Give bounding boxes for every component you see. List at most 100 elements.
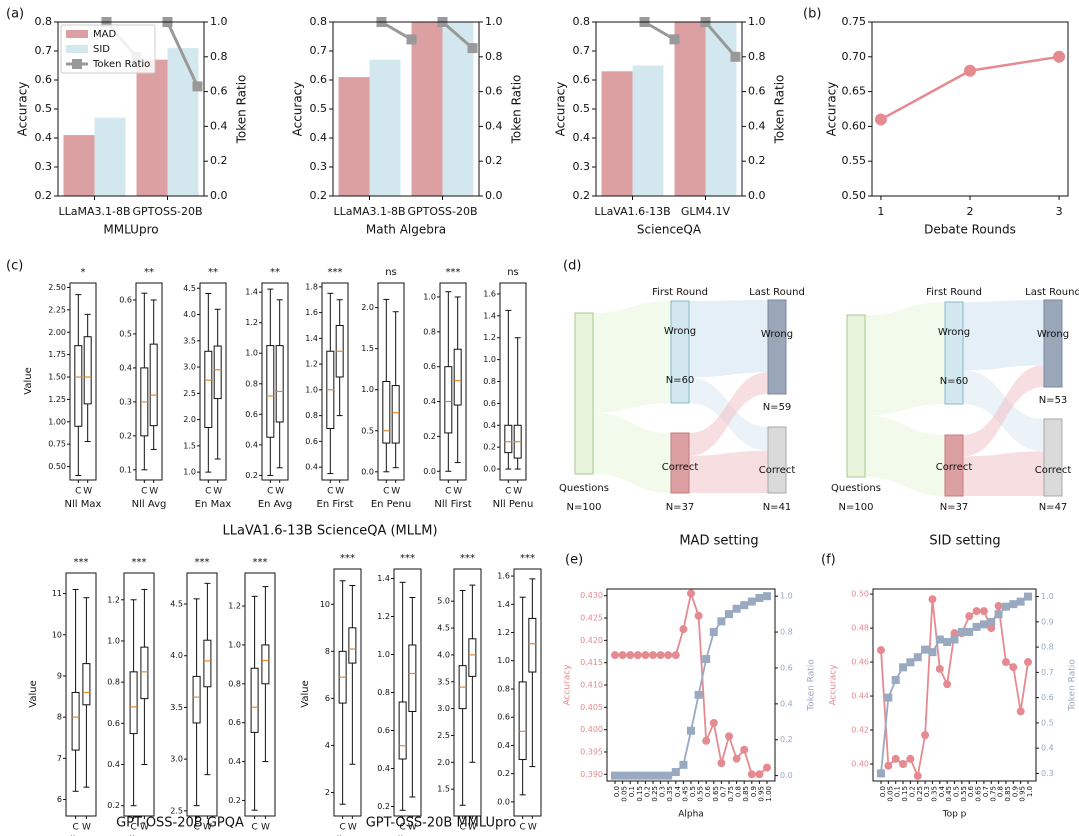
ratio-point — [913, 653, 922, 662]
y-tick-label: 1.5 — [437, 785, 450, 794]
last-wrong-label: Wrong — [761, 329, 793, 340]
significance-label: *** — [400, 553, 415, 564]
y-tick-label: 7 — [57, 754, 62, 763]
box-body — [408, 644, 417, 712]
ratio-point — [664, 771, 673, 780]
y-tick-label: 8 — [325, 647, 330, 656]
box-body — [275, 345, 284, 423]
ratio-point — [935, 635, 944, 644]
x-tick-label: 0.25 — [916, 786, 924, 802]
bar-sid — [632, 65, 664, 196]
y-tick-label: 11 — [52, 589, 62, 598]
y2-tick-label: 0.2 — [485, 154, 503, 167]
x-tick-label: C — [75, 487, 81, 497]
node-first-wrong — [944, 301, 964, 405]
accuracy-point — [671, 651, 680, 660]
y-tick-label: 0.0 — [361, 467, 374, 476]
box-body — [203, 639, 212, 688]
accuracy-point — [633, 651, 642, 660]
axes-frame-f — [872, 588, 1037, 782]
y-tick-label: 0.0 — [483, 465, 496, 474]
y-tick-label: 0.4 — [119, 363, 132, 372]
significance-label: *** — [520, 553, 535, 564]
y-axis-label: Value — [300, 680, 311, 707]
y-tick-label: 2 — [325, 788, 330, 797]
x-tick-label: 0.85 — [1004, 786, 1012, 802]
x-tick-label: GPTOSS-20B — [407, 205, 477, 218]
y2-tick-label: 0.0 — [485, 189, 503, 202]
accuracy-point — [747, 770, 756, 779]
y-tick-label: 2.00 — [48, 328, 66, 337]
box-body — [213, 345, 222, 400]
box-frame — [135, 282, 163, 481]
x-tick-label: 0.55 — [960, 786, 968, 802]
y2-tick-label: 1.0 — [748, 15, 766, 28]
y-tick-label: 6 — [325, 694, 330, 703]
chart-title: MMLUpro — [103, 223, 158, 237]
x-tick-label: W — [203, 823, 212, 833]
y-tick-label: 0.5 — [119, 329, 132, 338]
x-tick-label: 2 — [967, 205, 974, 218]
y-tick-label: 0.6 — [310, 73, 328, 86]
accuracy-point — [755, 770, 764, 779]
node-first-wrong — [670, 300, 690, 404]
y2-tick-label: 1.0 — [485, 15, 503, 28]
y-tick-label: 0.40 — [851, 760, 869, 769]
box-body — [398, 701, 407, 760]
ratio-marker — [192, 81, 203, 92]
y-tick-label: 0.8 — [310, 15, 328, 28]
x-tick-label: 0.45 — [945, 786, 953, 802]
ratio-point — [906, 658, 915, 667]
y-tick-label: 1.0 — [497, 656, 510, 665]
node-last-correct — [767, 426, 787, 494]
y-tick-label: 1.25 — [48, 395, 66, 404]
ratio-point — [979, 620, 988, 629]
last-round-label: Last Round — [749, 287, 805, 298]
ratio-point — [972, 622, 981, 631]
flow-correct-correct — [689, 450, 768, 493]
ratio-line — [166, 21, 199, 88]
significance-label: *** — [74, 557, 89, 568]
y-axis-label: Accuracy — [291, 82, 305, 137]
x-tick-label: C — [205, 487, 211, 497]
y-axis-label: Accuracy — [829, 664, 839, 706]
box-body — [528, 617, 537, 673]
y-tick-label: 0.2 — [119, 431, 132, 440]
accuracy-point — [611, 651, 619, 660]
y-tick-label: 0.4 — [228, 757, 241, 766]
x-tick-label: W — [82, 823, 91, 833]
x-tick-label: LLaVA1.6-13B — [594, 205, 670, 218]
x-tick-label: 0.2 — [908, 786, 916, 797]
first-correct-n: N=37 — [666, 502, 695, 513]
x-tick-label: GLM4.1V — [681, 205, 731, 218]
node-first-correct — [944, 434, 964, 497]
y-tick-label: 0.6 — [35, 73, 53, 86]
y-tick-label: 2.5 — [183, 389, 196, 398]
flow-questions-wrong — [865, 302, 945, 416]
legend-label-ratio: Token Ratio — [92, 59, 150, 70]
x-axis-label: Top p — [942, 810, 967, 820]
accuracy-point — [725, 732, 733, 741]
questions-label: Questions — [831, 483, 881, 494]
accuracy-point — [649, 651, 657, 660]
y-tick-label: 0.2 — [423, 432, 436, 441]
box-frame — [499, 282, 527, 481]
x-tick-label: W — [528, 823, 537, 833]
x-tick-label: 0.6 — [704, 785, 712, 797]
y-tick-label: 0.5 — [573, 102, 591, 115]
last-wrong-label: Wrong — [1037, 329, 1069, 340]
x-axis-label: Alpha — [678, 810, 704, 820]
box-frame — [65, 572, 97, 817]
y2-tick-label: 1.0 — [1041, 592, 1054, 601]
y-tick-label: 0.8 — [35, 15, 53, 28]
y-tick-label: 1.5 — [361, 344, 374, 353]
ratio-point — [891, 675, 900, 684]
y-tick-label: 2.5 — [170, 806, 183, 815]
y-tick-label: 1.4 — [377, 574, 390, 583]
x-tick-label: C — [445, 487, 451, 497]
legend-swatch-sid — [66, 45, 88, 53]
accuracy-point — [618, 651, 627, 660]
x-tick-label: C — [327, 487, 333, 497]
x-tick-label: LLaMA3.1-8B — [58, 205, 130, 218]
x-tick-label: 0.35 — [666, 786, 674, 802]
